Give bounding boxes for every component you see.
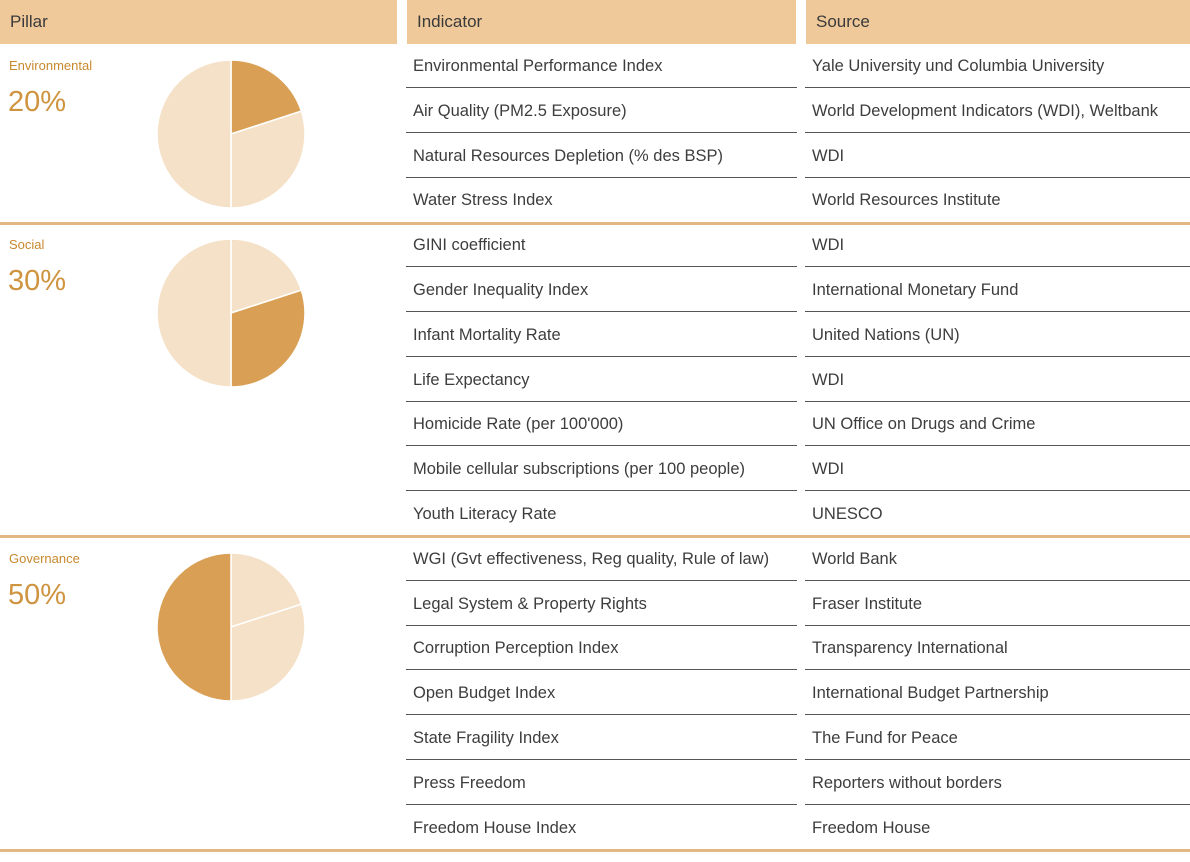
indicator-cell: Gender Inequality Index	[406, 268, 797, 312]
pillar-weight-pie	[156, 552, 306, 702]
source-cell-text: Reporters without borders	[812, 773, 1002, 792]
source-cell: UN Office on Drugs and Crime	[805, 402, 1190, 447]
indicator-cell: Air Quality (PM2.5 Exposure)	[406, 89, 797, 133]
pillar-percent: 20%	[8, 86, 67, 118]
pie-slice-environmental	[230, 238, 303, 315]
pillar-weight-pie	[156, 59, 306, 209]
source-cell: WDI	[805, 447, 1190, 492]
source-cell-text: WDI	[812, 236, 845, 255]
indicator-cell: Youth Literacy Rate	[406, 492, 797, 536]
indicator-cell-text: Environmental Performance Index	[413, 57, 663, 75]
source-cell-text: International Monetary Fund	[812, 281, 1019, 299]
source-cell-text: Transparency International	[812, 639, 1008, 658]
indicator-cell-text: Gender Inequality Index	[413, 281, 589, 299]
indicator-cell: Water Stress Index	[406, 178, 797, 222]
indicator-cell-text: Youth Literacy Rate	[413, 505, 557, 523]
indicator-cell: Homicide Rate (per 100'000)	[406, 402, 797, 447]
source-cell: WDI	[805, 134, 1190, 178]
indicator-cell-text: Life Expectancy	[413, 370, 530, 389]
source-cell: World Resources Institute	[805, 178, 1190, 222]
source-cell: UNESCO	[805, 492, 1190, 536]
indicator-cell: Corruption Perception Index	[406, 626, 797, 671]
pie-slice-environmental	[230, 552, 303, 628]
source-cell-text: United Nations (UN)	[812, 325, 960, 344]
source-cell-text: World Development Indicators (WDI), Welt…	[812, 101, 1159, 120]
indicator-cell-text: GINI coefficient	[413, 236, 526, 255]
header-source: Source	[806, 0, 1190, 44]
source-cell: WDI	[805, 223, 1190, 268]
source-cell: WDI	[805, 358, 1190, 402]
indicator-cell-text: Water Stress Index	[413, 191, 553, 210]
indicator-cell-text: Corruption Perception Index	[413, 639, 619, 658]
source-cell-text: WDI	[812, 370, 845, 389]
indicator-cell: Legal System & Property Rights	[406, 582, 797, 626]
source-cell-text: World Bank	[812, 549, 897, 568]
header-indicator: Indicator	[407, 0, 796, 44]
indicator-cell: Life Expectancy	[406, 358, 797, 402]
source-cell: Reporters without borders	[805, 761, 1190, 805]
indicator-cell-text: Freedom House Index	[413, 818, 577, 837]
source-cell: Freedom House	[805, 806, 1190, 850]
source-cell-text: Freedom House	[812, 818, 931, 837]
indicator-cell: Environmental Performance Index	[406, 44, 797, 88]
pillar-percent: 30%	[8, 265, 67, 298]
indicator-cell-text: Open Budget Index	[413, 684, 556, 703]
source-cell: Fraser Institute	[805, 582, 1190, 626]
source-cell-text: International Budget Partnership	[812, 684, 1049, 703]
header-indicator-label: Indicator	[417, 12, 483, 31]
source-cell: United Nations (UN)	[805, 313, 1190, 357]
indicator-cell-text: Homicide Rate (per 100'000)	[413, 415, 624, 434]
indicator-cell-text: Press Freedom	[413, 773, 526, 792]
source-cell-text: World Resources Institute	[812, 191, 1001, 210]
source-cell-text: UN Office on Drugs and Crime	[812, 415, 1036, 434]
source-cell: The Fund for Peace	[805, 716, 1190, 760]
pie-slice-environmental	[230, 59, 303, 136]
pillar-weight-pie	[156, 238, 306, 388]
pie-slice-governance	[156, 59, 232, 209]
indicator-cell-text: Infant Mortality Rate	[413, 325, 561, 344]
source-cell-text: WDI	[812, 146, 845, 165]
source-cell-text: Yale University und Columbia University	[812, 57, 1105, 75]
pie-slice-social	[230, 289, 306, 388]
section-divider	[0, 535, 1190, 539]
indicator-cell: Freedom House Index	[406, 806, 797, 850]
section-divider	[0, 221, 1190, 225]
source-cell: World Development Indicators (WDI), Welt…	[805, 89, 1190, 133]
indicator-cell: GINI coefficient	[406, 223, 797, 268]
source-cell-text: WDI	[812, 460, 845, 479]
indicator-cell: Press Freedom	[406, 761, 797, 805]
source-cell: International Monetary Fund	[805, 268, 1190, 312]
source-cell: International Budget Partnership	[805, 671, 1190, 716]
indicator-cell-text: Legal System & Property Rights	[413, 594, 647, 613]
source-cell-text: The Fund for Peace	[812, 729, 958, 747]
header-source-label: Source	[816, 12, 870, 31]
header-pillar-label: Pillar	[10, 12, 48, 31]
pillar-name: Governance	[9, 550, 80, 566]
source-cell-text: Fraser Institute	[812, 594, 923, 613]
source-cell-text: UNESCO	[812, 505, 883, 523]
indicator-cell-text: WGI (Gvt effectiveness, Reg quality, Rul…	[413, 549, 770, 568]
pie-slice-governance	[156, 552, 232, 702]
indicator-cell: Natural Resources Depletion (% des BSP)	[406, 134, 797, 178]
indicator-cell: Infant Mortality Rate	[406, 313, 797, 357]
source-cell: World Bank	[805, 537, 1190, 581]
pie-slice-governance	[156, 238, 232, 388]
indicator-cell: Mobile cellular subscriptions (per 100 p…	[406, 447, 797, 492]
indicator-cell: WGI (Gvt effectiveness, Reg quality, Rul…	[406, 537, 797, 581]
pillar-name: Environmental	[9, 58, 93, 73]
source-cell: Yale University und Columbia University	[805, 44, 1190, 88]
indicator-cell-text: Natural Resources Depletion (% des BSP)	[413, 146, 723, 165]
indicator-cell: Open Budget Index	[406, 671, 797, 716]
pillar-name: Social	[9, 237, 45, 253]
header-pillar: Pillar	[0, 0, 397, 44]
section-divider	[0, 848, 1190, 852]
pie-slice-social	[230, 110, 306, 209]
pillar-percent: 50%	[8, 578, 67, 611]
source-cell: Transparency International	[805, 626, 1190, 671]
indicator-cell: State Fragility Index	[406, 716, 797, 760]
indicator-cell-text: Air Quality (PM2.5 Exposure)	[413, 101, 627, 120]
indicator-cell-text: State Fragility Index	[413, 729, 559, 747]
pie-slice-social	[230, 602, 306, 702]
indicator-cell-text: Mobile cellular subscriptions (per 100 p…	[413, 460, 746, 479]
